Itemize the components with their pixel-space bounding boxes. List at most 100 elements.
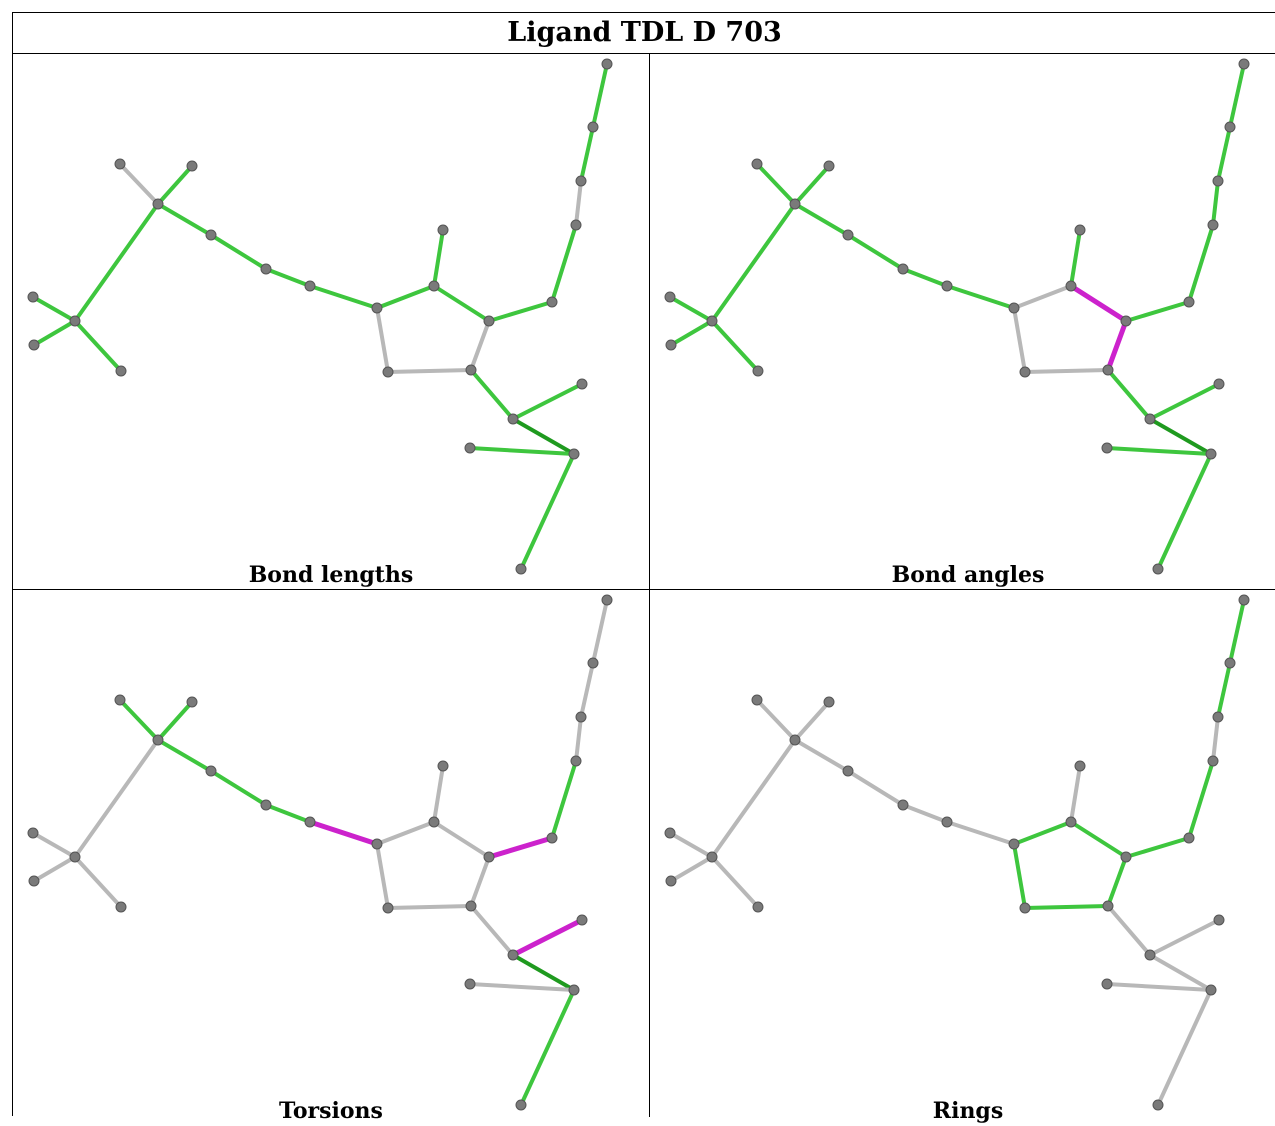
- bond-neutral: [1069, 764, 1082, 824]
- atom: [1065, 816, 1077, 828]
- bond-ok: [432, 284, 491, 323]
- bond-ok: [901, 267, 949, 288]
- atom: [1238, 58, 1250, 70]
- atom: [587, 657, 599, 669]
- atom: [115, 365, 127, 377]
- atom: [464, 978, 476, 990]
- atom: [568, 984, 580, 996]
- bond-neutral: [710, 855, 760, 909]
- atom: [752, 901, 764, 913]
- atom: [1144, 413, 1156, 425]
- atom: [897, 263, 909, 275]
- atom: [842, 229, 854, 241]
- atom: [665, 339, 677, 351]
- atom: [1144, 949, 1156, 961]
- bond-ok: [209, 233, 268, 271]
- bond-ok: [591, 62, 609, 129]
- atom: [706, 851, 718, 863]
- molecule-bond-lengths: [27, 58, 613, 575]
- atom: [152, 734, 164, 746]
- atom: [1212, 711, 1224, 723]
- bond-neutral: [668, 831, 714, 859]
- bond-ok: [945, 284, 1016, 310]
- atom: [1074, 224, 1086, 236]
- bond-ok: [755, 162, 797, 206]
- bond-neutral: [1012, 284, 1073, 310]
- atom: [570, 219, 582, 231]
- atom: [115, 901, 127, 913]
- atom: [575, 711, 587, 723]
- atom: [1183, 296, 1195, 308]
- panel-caption: Bond angles: [891, 562, 1045, 588]
- atom: [260, 263, 272, 275]
- atom: [304, 816, 316, 828]
- atom: [114, 694, 126, 706]
- bond-neutral: [591, 598, 609, 665]
- atom: [1205, 448, 1217, 460]
- bond-neutral: [386, 904, 473, 910]
- bond-ok: [1228, 62, 1246, 129]
- atom: [664, 827, 676, 839]
- atom: [751, 158, 763, 170]
- bond-neutral: [755, 698, 797, 742]
- atom: [601, 594, 613, 606]
- atom: [371, 302, 383, 314]
- atom: [842, 765, 854, 777]
- bond-ok: [209, 769, 268, 807]
- bond-ok: [511, 382, 584, 421]
- atom: [823, 696, 835, 708]
- atom: [751, 694, 763, 706]
- panel-bond-angles: Bond angles: [650, 54, 1275, 590]
- bond-ok: [156, 164, 194, 206]
- bond-neutral: [574, 715, 583, 763]
- bond-ok: [1124, 836, 1191, 859]
- atom: [601, 58, 613, 70]
- atom: [428, 816, 440, 828]
- bond-outlier: [510, 917, 585, 958]
- atom: [570, 755, 582, 767]
- bond-neutral: [901, 803, 949, 824]
- bond-neutral: [1105, 982, 1213, 992]
- atom: [28, 875, 40, 887]
- bond-ok: [1156, 452, 1213, 571]
- atom: [1019, 902, 1031, 914]
- bond-ok_dark: [511, 417, 576, 456]
- atom: [897, 799, 909, 811]
- atom: [1102, 900, 1114, 912]
- bond-neutral: [1156, 988, 1213, 1107]
- bond-ok_dark: [511, 953, 576, 992]
- atom: [28, 339, 40, 351]
- atom: [483, 851, 495, 863]
- bond-neutral: [375, 842, 390, 910]
- atom: [823, 160, 835, 172]
- atom: [27, 827, 39, 839]
- atom: [1074, 760, 1086, 772]
- bond-neutral: [1211, 715, 1220, 763]
- bond-ok: [156, 700, 194, 742]
- atom: [1212, 175, 1224, 187]
- atom: [1207, 219, 1219, 231]
- bond-neutral: [375, 306, 390, 374]
- bond-ok: [1187, 223, 1215, 304]
- bond-ok: [468, 446, 576, 456]
- atom: [205, 765, 217, 777]
- bond-ok: [519, 988, 576, 1107]
- bond-neutral: [945, 820, 1016, 846]
- bond-neutral: [31, 831, 77, 859]
- bond-ok: [1228, 598, 1246, 665]
- atom: [1213, 914, 1225, 926]
- panel-caption: Rings: [932, 1098, 1004, 1124]
- bond-ok: [793, 164, 831, 206]
- molecule-torsions: [27, 594, 613, 1111]
- bond-neutral: [375, 820, 436, 846]
- atom: [1224, 121, 1236, 133]
- atom: [382, 902, 394, 914]
- atom: [371, 838, 383, 850]
- bond-neutral: [1106, 904, 1152, 957]
- bond-neutral: [1012, 306, 1027, 374]
- bond-ok: [1106, 368, 1152, 421]
- bond-neutral: [32, 855, 77, 883]
- bond-neutral: [73, 738, 160, 859]
- bond-ok: [710, 319, 760, 373]
- bond-neutral: [793, 700, 831, 742]
